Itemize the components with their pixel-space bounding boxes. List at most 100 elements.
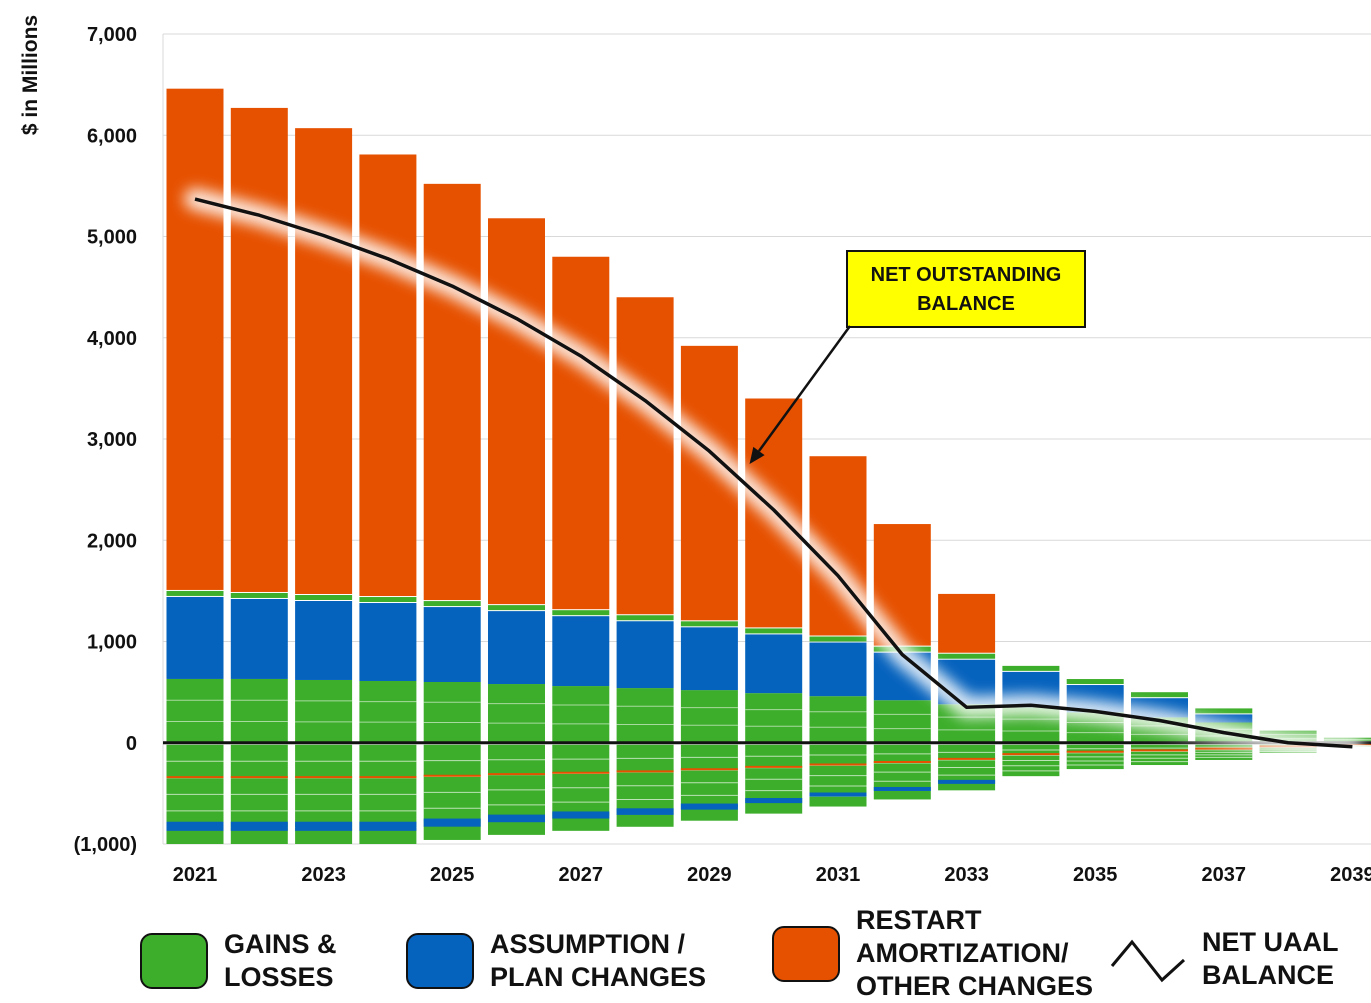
bar-assumption-neg-2030 (745, 798, 803, 804)
bar-cap-2021 (166, 590, 224, 596)
bar-gains-losses-2031 (809, 696, 867, 743)
bar-restart-2026 (488, 218, 545, 605)
x-tick-label: 2039 (1330, 864, 1371, 886)
x-tick-label: 2021 (173, 864, 218, 886)
y-tick-label: 1,000 (87, 632, 137, 654)
bar-stack-2028 (616, 297, 674, 827)
legend-swatch-gains-losses (140, 933, 208, 989)
legend-swatch-assumption-plan-changes (406, 933, 474, 989)
line-zigzag-icon (1110, 939, 1186, 983)
y-tick-label: 3,000 (87, 429, 137, 451)
y-tick-label: 4,000 (87, 328, 137, 350)
bar-assumption-neg-2025 (423, 818, 481, 827)
x-tick-label: 2025 (430, 864, 475, 886)
bar-assumption-neg-2029 (680, 803, 738, 810)
y-tick-label: 2,000 (87, 530, 137, 552)
bar-gains-losses-2026 (488, 684, 545, 743)
x-tick-label: 2029 (687, 864, 732, 886)
legend-item-restart-amortization: RESTART AMORTIZATION/ OTHER CHANGES (772, 904, 1093, 1003)
bar-assumption-2028 (616, 621, 674, 689)
bar-stack-2031 (809, 456, 867, 807)
x-tick-label: 2035 (1073, 864, 1118, 886)
legend-item-net-uaal-balance: NET UAAL BALANCE (1110, 926, 1339, 992)
x-tick-label: 2023 (301, 864, 346, 886)
bar-cap-2029 (680, 621, 738, 627)
legend-label-gains-losses: GAINS & LOSSES (224, 929, 337, 992)
bar-stack-2024 (359, 154, 417, 844)
x-tick-label: 2027 (559, 864, 604, 886)
bar-restart-2021 (166, 88, 224, 590)
bar-stack-2026 (488, 218, 545, 835)
bar-assumption-neg-2032 (873, 786, 931, 791)
bar-restart-2028 (616, 297, 674, 615)
callout-arrow (757, 325, 852, 452)
bar-cap-2035 (1066, 679, 1124, 685)
bar-cap-2037 (1195, 708, 1253, 714)
y-tick-label: 6,000 (87, 125, 137, 147)
bar-assumption-neg-2022 (230, 821, 288, 831)
bar-stack-2025 (423, 183, 481, 840)
bar-assumption-neg-2027 (552, 811, 610, 819)
uaal-chart: (1,000) 0 1,000 2,000 3,000 4,000 5,000 6,000 7,… (19, 15, 1371, 886)
bar-stack-2022 (230, 107, 288, 844)
bar-stack-2023 (295, 128, 353, 844)
bar-gains-losses-2022 (230, 678, 288, 743)
legend-label-assumption-plan-changes: ASSUMPTION / PLAN CHANGES (490, 929, 707, 992)
x-tick-label: 2037 (1202, 864, 1247, 886)
legend: GAINS & LOSSES ASSUMPTION / PLAN CHANGES… (0, 900, 1371, 1003)
bar-gains-losses-2032 (873, 700, 931, 743)
net-uaal-balance-line (194, 197, 1353, 749)
y-tick-label: (1,000) (74, 834, 137, 856)
bar-cap-2031 (809, 636, 867, 642)
bar-stack-2029 (680, 345, 738, 821)
bar-assumption-2025 (423, 607, 481, 682)
bar-assumption-2023 (295, 601, 353, 680)
callout-arrowhead (749, 446, 765, 464)
bar-gains-losses-2027 (552, 686, 610, 743)
bar-restart-2023 (295, 128, 353, 594)
bar-assumption-neg-2028 (616, 808, 674, 815)
legend-item-assumption-plan-changes: ASSUMPTION / PLAN CHANGES (406, 928, 706, 994)
bar-restart-2025 (423, 183, 481, 601)
y-axis-ticks: (1,000) 0 1,000 2,000 3,000 4,000 5,000 6,000 7,… (74, 24, 137, 856)
y-axis-label: $ in Millions (19, 15, 42, 135)
y-tick-label: 5,000 (87, 227, 137, 249)
net-balance-path (194, 197, 1353, 749)
bar-gains-losses-2029 (680, 690, 738, 743)
bar-cap-2023 (295, 595, 353, 600)
bar-cap-2025 (423, 601, 481, 607)
bar-assumption-2021 (166, 596, 224, 679)
bar-cap-2026 (488, 605, 545, 611)
callout-line-1: NET OUTSTANDING (871, 264, 1062, 286)
bar-cap-2033 (938, 653, 996, 659)
legend-label-net-uaal-balance: NET UAAL BALANCE (1202, 927, 1339, 990)
bar-gains-losses-2025 (423, 682, 481, 743)
bar-stack-2021 (166, 88, 224, 844)
callout-line-2: BALANCE (917, 293, 1015, 315)
bar-gains-losses-2030 (745, 693, 803, 743)
bar-gains-losses-2024 (359, 680, 417, 743)
bar-assumption-neg-2023 (295, 821, 353, 831)
bar-cap-2024 (359, 597, 417, 603)
bar-gains-losses-2021 (166, 678, 224, 743)
bar-stack-2033 (938, 593, 996, 791)
bar-assumption-2029 (680, 627, 738, 691)
bar-cap-2027 (552, 610, 610, 616)
bar-assumption-neg-2024 (359, 821, 417, 831)
x-tick-label: 2031 (816, 864, 861, 886)
bar-cap-2034 (1002, 665, 1060, 671)
bar-gains-losses-2028 (616, 688, 674, 743)
bar-stack-2027 (552, 256, 610, 831)
bar-restart-2027 (552, 256, 610, 610)
x-tick-label: 2033 (944, 864, 989, 886)
legend-label-restart-amortization: RESTART AMORTIZATION/ OTHER CHANGES (856, 905, 1094, 1001)
bar-cap-2022 (230, 592, 288, 598)
callout: NET OUTSTANDING BALANCE (749, 250, 1086, 464)
bar-assumption-2031 (809, 642, 867, 697)
bar-assumption-2030 (745, 634, 803, 694)
legend-swatch-restart-amortization (772, 925, 840, 982)
bar-gains-losses-2023 (295, 679, 353, 743)
bar-cap-2028 (616, 615, 674, 621)
y-tick-label: 7,000 (87, 24, 137, 46)
bar-assumption-2024 (359, 603, 417, 681)
